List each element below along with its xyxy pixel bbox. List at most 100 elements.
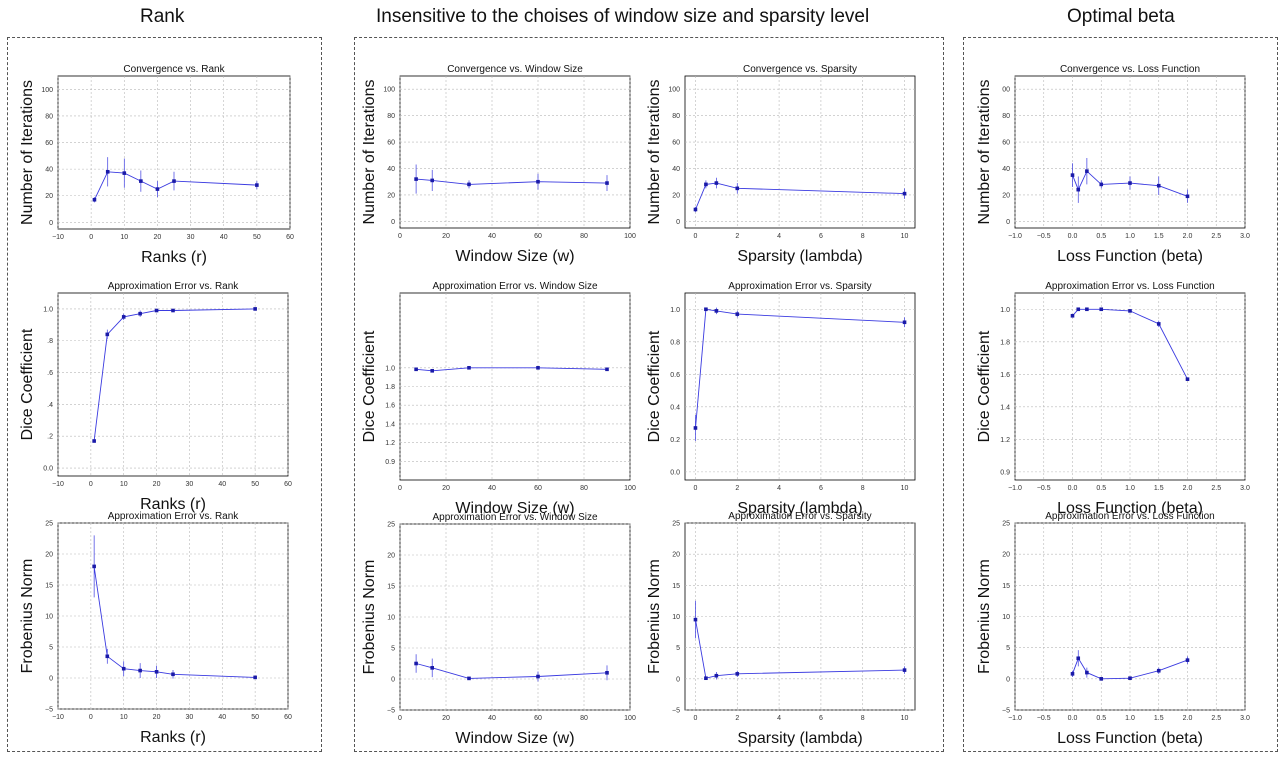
data-point	[536, 674, 540, 679]
y-tick-label: 0	[676, 676, 680, 683]
y-tick-label: 0.0	[670, 469, 680, 476]
y-axis-label: Number of Iterations	[976, 80, 993, 225]
x-tick-label: −1.0	[1008, 715, 1022, 722]
y-axis-label: Number of Iterations	[361, 80, 378, 225]
x-axis-label: Loss Function (beta)	[1057, 248, 1203, 265]
data-point	[1185, 194, 1190, 199]
data-point	[1099, 307, 1104, 312]
x-tick-label: 20	[154, 234, 162, 241]
data-point	[92, 197, 97, 202]
data-point	[1128, 309, 1132, 313]
chart-title: Convergence vs. Loss Function	[1060, 64, 1200, 75]
chart-title: Approximation Error vs. Window Size	[432, 281, 597, 292]
x-tick-label: 40	[218, 714, 226, 721]
y-tick-label: 20	[672, 552, 680, 559]
x-tick-label: 40	[218, 481, 226, 488]
x-tick-label: 0.0	[1068, 715, 1078, 722]
y-tick-label: 0	[676, 219, 680, 226]
y-tick-label: .4	[47, 402, 53, 409]
data-point	[1070, 672, 1075, 676]
plot-frame	[399, 523, 631, 711]
chart-title: Approximation Error vs. Window Size	[432, 512, 597, 523]
group-window-sparsity	[354, 37, 944, 752]
x-tick-label: 8	[861, 715, 865, 722]
y-tick-label: 80	[45, 113, 53, 120]
x-axis-label: Sparsity (lambda)	[737, 500, 862, 517]
data-point	[536, 366, 540, 370]
x-tick-label: 0.0	[1068, 485, 1078, 492]
data-point	[255, 183, 259, 187]
y-axis-label: Frobenius Norm	[976, 559, 993, 674]
data-point	[138, 311, 142, 316]
x-tick-label: 10	[120, 234, 128, 241]
y-tick-label: 10	[672, 614, 680, 621]
y-tick-label: 80	[672, 113, 680, 120]
y-tick-label: 60	[1002, 140, 1010, 147]
x-tick-label: 2	[735, 715, 739, 722]
data-point	[1085, 169, 1089, 173]
data-point	[430, 368, 434, 373]
y-tick-label: 25	[672, 521, 680, 528]
x-tick-label: 10	[901, 485, 909, 492]
data-point	[171, 308, 175, 313]
chart-title: Approximation Error vs. Loss Function	[1045, 511, 1215, 522]
header-optimal-beta: Optimal beta	[1067, 6, 1175, 27]
y-tick-label: 40	[387, 166, 395, 173]
x-tick-label: 20	[153, 714, 161, 721]
x-tick-label: −0.5	[1037, 233, 1051, 240]
y-tick-label: 25	[1002, 521, 1010, 528]
y-tick-label: −5	[387, 708, 395, 715]
x-tick-label: 30	[186, 714, 194, 721]
data-point	[693, 617, 698, 622]
x-tick-label: 20	[442, 485, 450, 492]
y-tick-label: 0	[49, 676, 53, 683]
y-tick-label: 1.6	[385, 403, 395, 410]
x-tick-label: −10	[52, 234, 64, 241]
x-tick-label: 20	[442, 233, 450, 240]
y-tick-label: 60	[672, 140, 680, 147]
x-axis-label: Loss Function (beta)	[1057, 730, 1203, 747]
y-tick-label: .8	[47, 338, 53, 345]
chart-title: Convergence vs. Rank	[123, 64, 225, 75]
x-tick-label: 10	[120, 714, 128, 721]
y-tick-label: 60	[387, 140, 395, 147]
y-tick-label: 80	[387, 113, 395, 120]
y-axis-label: Dice Coefficient	[361, 330, 378, 442]
x-tick-label: 2.5	[1211, 715, 1221, 722]
data-point	[1185, 658, 1190, 662]
data-point	[1070, 173, 1075, 177]
y-axis-label: Number of Iterations	[646, 80, 663, 225]
x-tick-label: 4	[777, 715, 781, 722]
x-tick-label: −1.0	[1008, 485, 1022, 492]
x-tick-label: 6	[819, 233, 823, 240]
x-tick-label: 40	[488, 233, 496, 240]
x-tick-label: 2.5	[1211, 485, 1221, 492]
y-tick-label: 5	[49, 645, 53, 652]
data-point	[605, 181, 609, 185]
data-point	[253, 307, 257, 311]
data-point	[704, 182, 708, 187]
y-tick-label: 0.9	[1000, 469, 1010, 476]
group-beta	[963, 37, 1278, 752]
data-point	[122, 171, 127, 175]
x-tick-label: 2	[735, 233, 739, 240]
y-tick-label: 0.4	[670, 404, 680, 411]
chart-title: Convergence vs. Sparsity	[743, 64, 857, 75]
data-point	[138, 668, 142, 673]
y-tick-label: 1.4	[385, 421, 395, 428]
y-tick-label: 20	[387, 192, 395, 199]
y-tick-label: 15	[1002, 583, 1010, 590]
data-point	[139, 179, 143, 183]
x-tick-label: 20	[153, 481, 161, 488]
data-point	[1156, 322, 1161, 326]
data-point	[430, 666, 434, 670]
y-tick-label: 20	[1002, 192, 1010, 199]
x-tick-label: 10	[901, 715, 909, 722]
data-point	[1156, 183, 1161, 188]
group-rank	[7, 37, 322, 752]
chart-2: −5 0 5 10 15 20 25 −10 0 10 20 30 40 50 60 Approximatio…	[19, 511, 292, 746]
data-point	[121, 315, 126, 319]
x-axis-label: Ranks (r)	[140, 729, 206, 746]
plot-frame	[57, 522, 289, 710]
